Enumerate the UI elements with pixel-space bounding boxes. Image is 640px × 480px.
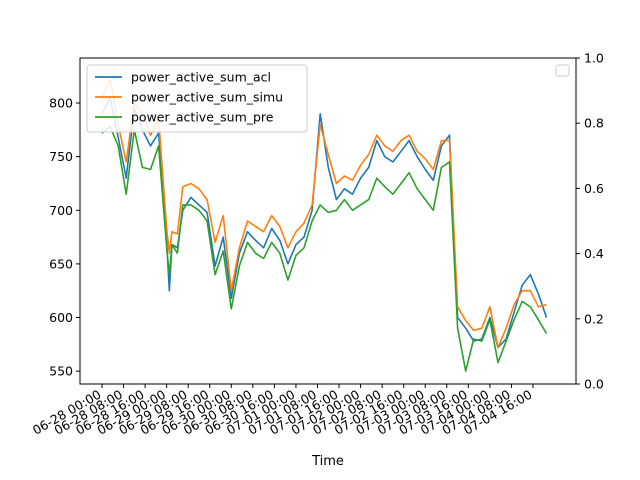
y-axis-right: 0.0 0.2 0.4 0.6 0.8 1.0 — [576, 51, 604, 392]
y2-tick-label: 0.2 — [584, 311, 604, 326]
y2-tick-label: 1.0 — [584, 51, 604, 66]
y-axis-left: 550 600 650 700 750 800 — [49, 96, 80, 379]
plot-frame — [79, 57, 577, 385]
legend-label: power_active_sum_acl — [131, 70, 271, 85]
legend-box — [86, 64, 308, 133]
y-tick-label: 750 — [49, 149, 73, 164]
y-tick-label: 800 — [49, 96, 73, 111]
x-axis-title: Time — [311, 454, 344, 469]
y2-tick-label: 0.4 — [584, 246, 604, 261]
y-tick-label: 700 — [49, 203, 73, 218]
y-tick-label: 600 — [49, 310, 73, 325]
series-line-power_active_sum_pre — [101, 125, 548, 372]
series-line-power_active_sum_simu — [101, 78, 547, 349]
y2-tick-label: 0.8 — [584, 116, 604, 131]
y2-tick-label: 0.6 — [584, 181, 604, 196]
y-tick-label: 550 — [49, 364, 73, 379]
legend: power_active_sum_acl power_active_sum_sim… — [86, 64, 308, 133]
legend-label: power_active_sum_pre — [131, 110, 274, 125]
y2-tick-label: 0.0 — [584, 377, 604, 392]
secondary-legend-box — [555, 64, 570, 77]
legend-label: power_active_sum_simu — [131, 90, 283, 105]
y-tick-label: 650 — [49, 256, 73, 271]
series-layer — [101, 78, 548, 372]
